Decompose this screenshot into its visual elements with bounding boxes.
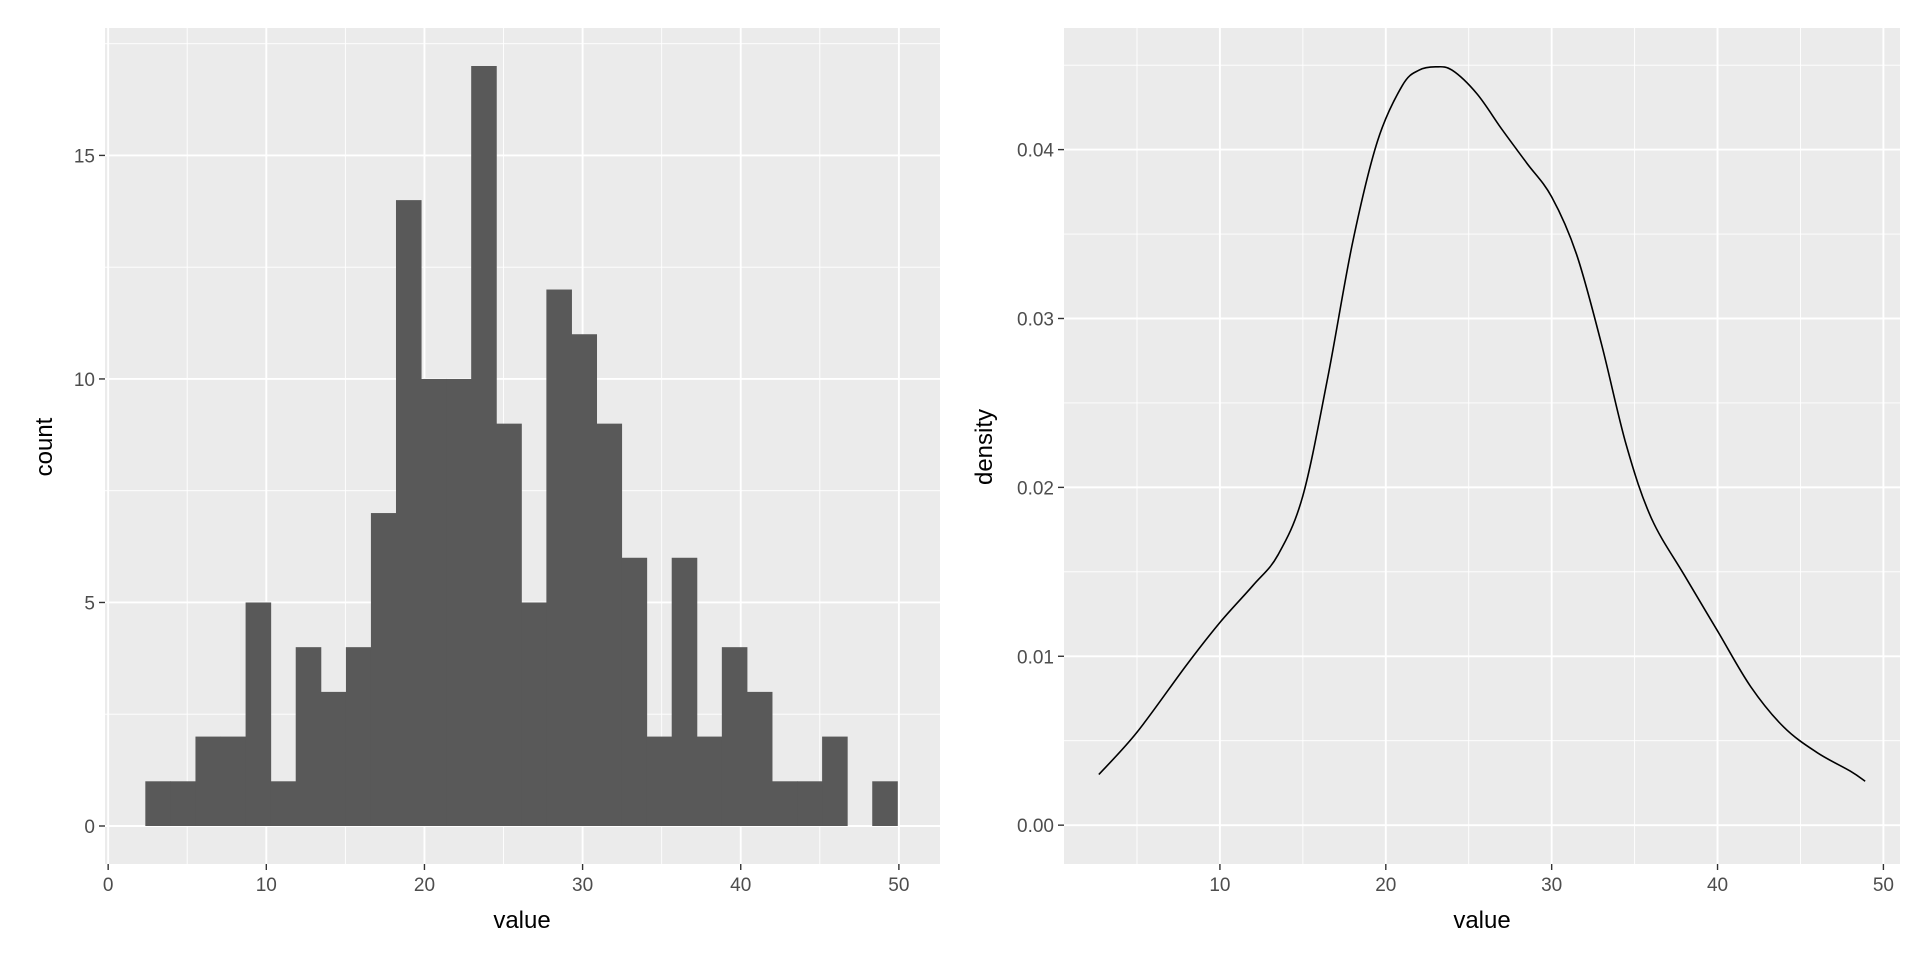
histogram-bar	[546, 289, 572, 826]
histogram-bar	[170, 781, 196, 826]
density-x-tick-label: 30	[1541, 875, 1562, 896]
histogram-bar	[596, 423, 623, 826]
histogram-y-axis-title: count	[31, 417, 58, 476]
histogram-bar	[721, 647, 748, 826]
histogram-x-tick-label: 0	[103, 875, 114, 896]
density-y-tick-label: 0.00	[1017, 816, 1054, 837]
histogram-y-tick-label: 5	[84, 593, 95, 614]
histogram-bar	[746, 691, 773, 826]
histogram-bar	[245, 602, 272, 826]
density-y-tick-label: 0.01	[1017, 647, 1054, 668]
density-x-axis-title: value	[1453, 907, 1510, 934]
histogram-bar	[446, 378, 472, 826]
histogram-bar	[621, 557, 648, 826]
histogram-x-tick-label: 10	[256, 875, 277, 896]
histogram-y-tick-label: 15	[74, 146, 95, 167]
histogram-bar	[345, 647, 372, 826]
density-x-tick-label: 10	[1209, 875, 1230, 896]
histogram-y-tick-label: 10	[74, 370, 95, 391]
histogram-bar	[872, 781, 898, 826]
histogram-bar	[370, 513, 397, 826]
histogram-x-tick-label: 30	[572, 875, 593, 896]
histogram-bar	[521, 602, 547, 826]
histogram-bar	[646, 736, 673, 826]
histogram-bar	[471, 66, 497, 826]
histogram-bar	[395, 200, 422, 826]
density-y-tick-label: 0.04	[1017, 141, 1054, 162]
histogram-bar	[822, 736, 848, 826]
histogram-bar	[145, 781, 171, 826]
histogram-bar	[270, 781, 297, 826]
density-x-tick-label: 50	[1873, 875, 1894, 896]
histogram-bar	[421, 378, 447, 826]
histogram-bar	[496, 423, 522, 826]
density-panel: 10 20 30 40 50 0.00 0.01 0.02 0.03 0.04	[1017, 28, 1900, 896]
density-x-tick-label: 20	[1375, 875, 1396, 896]
histogram-bar	[771, 781, 798, 826]
histogram-bar	[195, 736, 222, 826]
histogram-bar	[671, 557, 698, 826]
density-y-tick-label: 0.02	[1017, 478, 1054, 499]
histogram-panel: 0 10 20 30 40 50 0 5 10 15	[74, 28, 940, 896]
histogram-bar	[696, 736, 723, 826]
density-y-tick-label: 0.03	[1017, 309, 1054, 330]
density-panel-background	[1064, 28, 1900, 864]
histogram-x-tick-label: 20	[414, 875, 435, 896]
histogram-bar	[220, 736, 247, 826]
histogram-bar	[320, 691, 347, 826]
histogram-bar	[571, 334, 598, 826]
density-curve	[1098, 65, 1866, 782]
histogram-x-axis-title: value	[493, 907, 550, 934]
density-x-tick-label: 40	[1707, 875, 1728, 896]
histogram-x-tick-label: 50	[888, 875, 909, 896]
histogram-bar	[797, 781, 823, 826]
histogram-bar	[295, 647, 322, 826]
histogram-x-tick-label: 40	[730, 875, 751, 896]
histogram-y-tick-label: 0	[84, 817, 95, 838]
density-y-axis-title: density	[971, 409, 998, 485]
